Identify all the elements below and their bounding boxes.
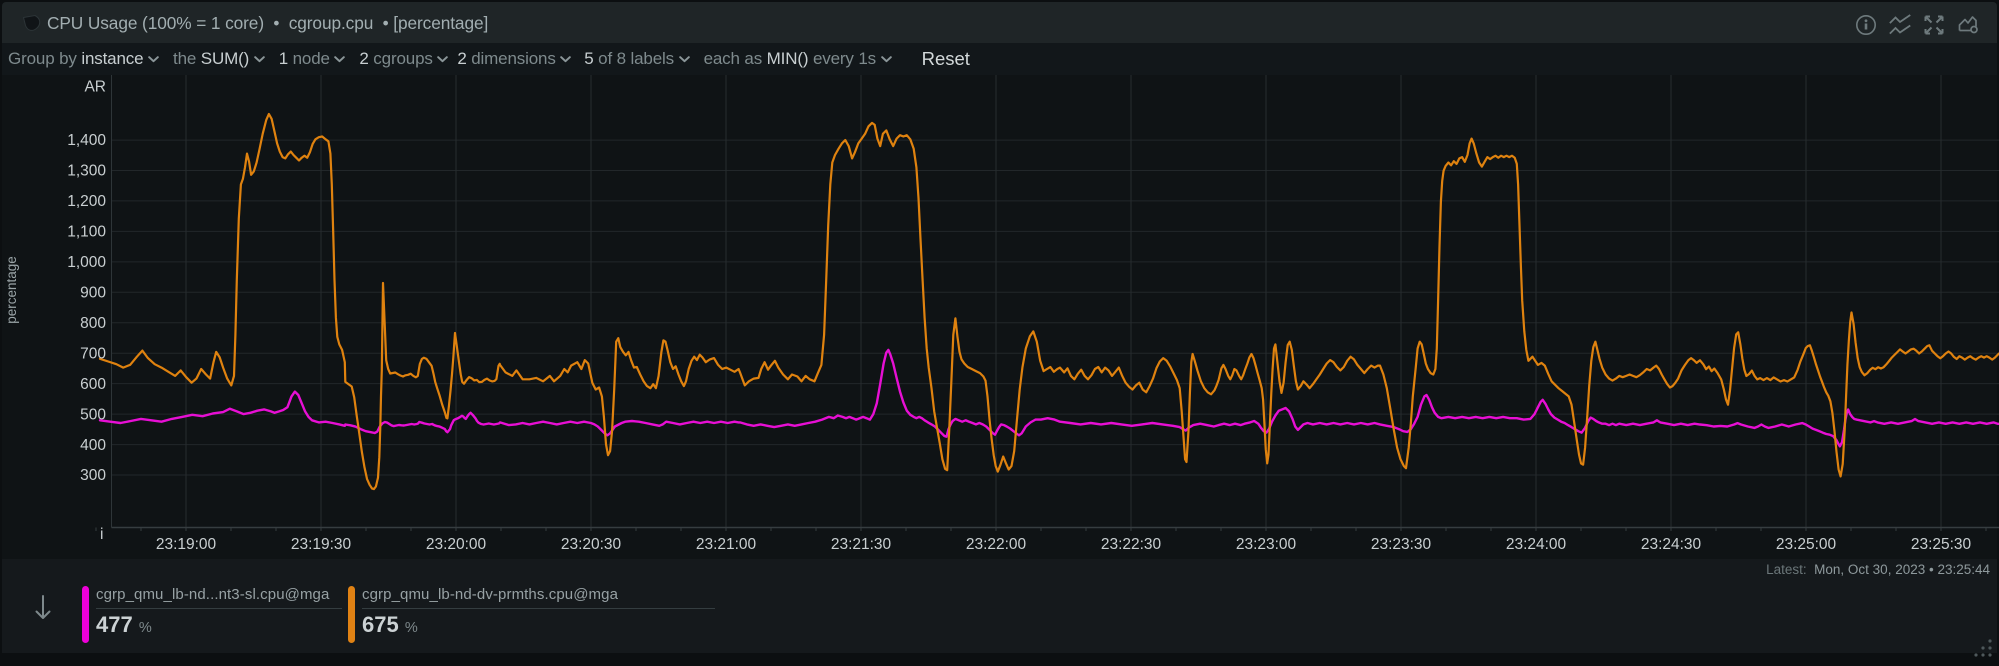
svg-text:600: 600 (80, 376, 106, 393)
svg-text:23:21:00: 23:21:00 (696, 536, 757, 553)
svg-text:23:19:00: 23:19:00 (156, 536, 217, 553)
svg-text:23:24:30: 23:24:30 (1641, 536, 1702, 553)
svg-text:23:24:00: 23:24:00 (1506, 536, 1567, 553)
svg-text:800: 800 (80, 315, 106, 332)
svg-text:23:23:00: 23:23:00 (1236, 536, 1297, 553)
svg-text:1,300: 1,300 (67, 163, 106, 180)
svg-text:23:25:30: 23:25:30 (1911, 536, 1972, 553)
svg-text:23:20:30: 23:20:30 (561, 536, 622, 553)
svg-text:500: 500 (80, 406, 106, 423)
svg-text:1,200: 1,200 (67, 193, 106, 210)
svg-text:300: 300 (80, 467, 106, 484)
svg-text:700: 700 (80, 345, 106, 362)
svg-text:400: 400 (80, 437, 106, 454)
svg-text:AR: AR (84, 79, 106, 96)
svg-text:23:25:00: 23:25:00 (1776, 536, 1837, 553)
svg-text:i: i (100, 526, 103, 543)
svg-text:23:19:30: 23:19:30 (291, 536, 352, 553)
svg-text:900: 900 (80, 285, 106, 302)
svg-text:1,100: 1,100 (67, 224, 106, 241)
svg-text:1,400: 1,400 (67, 132, 106, 149)
svg-text:23:20:00: 23:20:00 (426, 536, 487, 553)
svg-text:23:22:00: 23:22:00 (966, 536, 1027, 553)
svg-text:percentage: percentage (4, 256, 19, 324)
svg-text:23:21:30: 23:21:30 (831, 536, 892, 553)
svg-text:23:22:30: 23:22:30 (1101, 536, 1162, 553)
svg-text:1,000: 1,000 (67, 254, 106, 271)
svg-text:23:23:30: 23:23:30 (1371, 536, 1432, 553)
